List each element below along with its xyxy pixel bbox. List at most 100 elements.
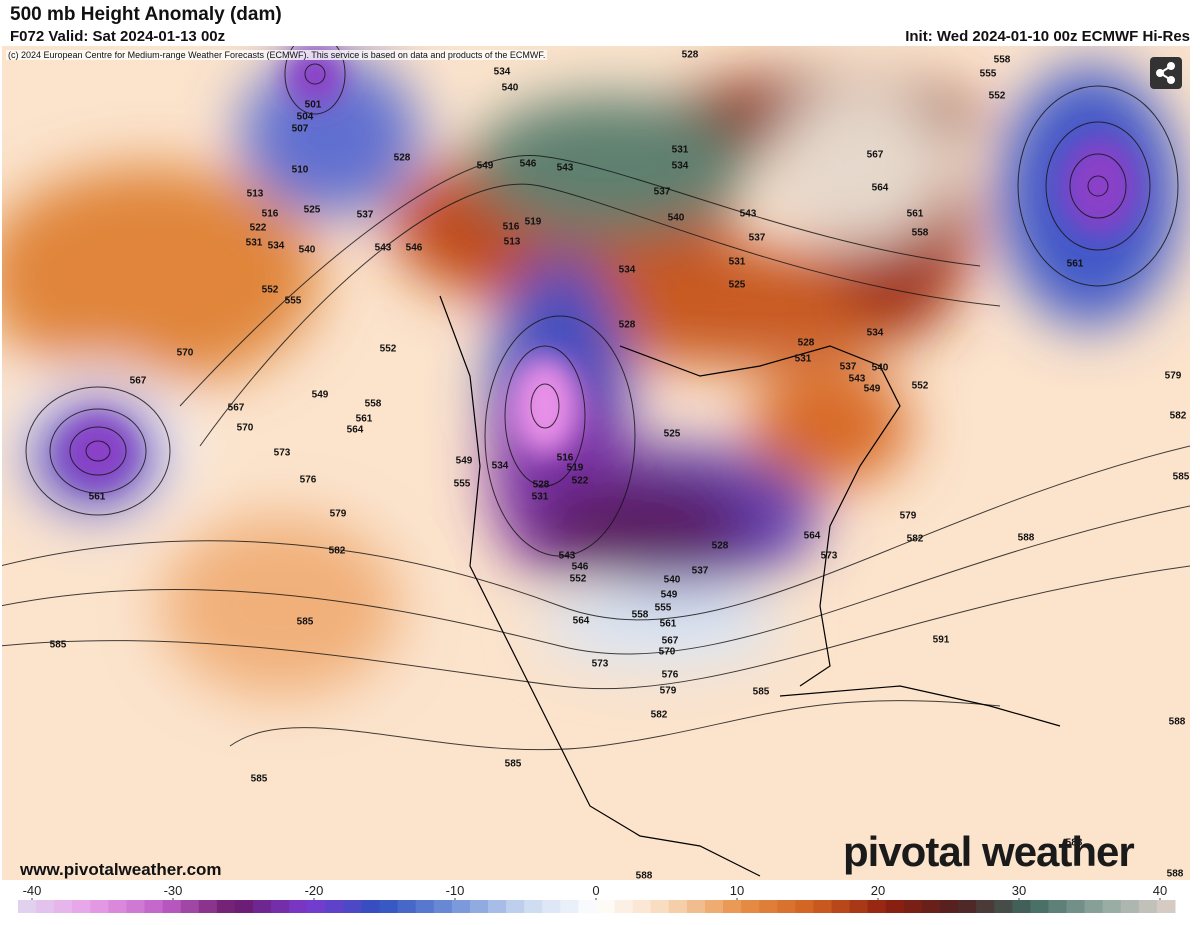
- contour-label: 525: [304, 205, 321, 216]
- colorbar-swatch: [1138, 900, 1158, 913]
- colorbar-swatch: [614, 900, 634, 913]
- contour-label: 591: [933, 635, 950, 646]
- contour-label: 528: [394, 153, 411, 164]
- colorbar-swatch: [271, 900, 290, 913]
- share-button[interactable]: [1150, 57, 1182, 89]
- colorbar-swatch: [903, 900, 923, 913]
- contour-label: 549: [661, 590, 678, 601]
- contour-label: 564: [804, 531, 821, 542]
- colorbar-swatch: [1120, 900, 1140, 913]
- contour-label: 576: [662, 670, 679, 681]
- contour-label: 567: [662, 636, 679, 647]
- colorbar-swatch: [144, 900, 164, 913]
- colorbar-swatch: [686, 900, 706, 913]
- colorbar-swatch: [650, 900, 670, 913]
- contour-label: 510: [292, 165, 309, 176]
- contour-label: 525: [729, 280, 746, 291]
- colorbar-swatch: [1030, 900, 1049, 913]
- contour-label: 531: [795, 354, 812, 365]
- contour-label: 540: [664, 575, 681, 586]
- contour-label: 585: [753, 687, 770, 698]
- contour-label: 546: [520, 159, 537, 170]
- contour-label: 570: [659, 647, 676, 658]
- init-time: Init: Wed 2024-01-10 00z ECMWF Hi-Res: [905, 28, 1190, 45]
- contour-label: 522: [572, 476, 589, 487]
- colorbar-swatch: [578, 900, 597, 913]
- colorbar-tick-label: 10: [730, 883, 744, 898]
- colorbar-swatch: [198, 900, 218, 913]
- contour-label: 537: [692, 566, 709, 577]
- colorbar-swatch: [1156, 900, 1176, 913]
- contour-label: 519: [525, 217, 542, 228]
- contour-label: 555: [454, 479, 471, 490]
- contour-label: 516: [503, 222, 520, 233]
- contour-label: 540: [502, 83, 519, 94]
- contour-label: 534: [494, 67, 511, 78]
- colorbar-swatch: [994, 900, 1013, 913]
- contour-label: 552: [912, 381, 929, 392]
- contour-label: 534: [867, 328, 884, 339]
- contour-label: 537: [357, 210, 374, 221]
- colorbar-tick-label: 20: [871, 883, 885, 898]
- contour-label: 537: [749, 233, 766, 244]
- contour-label: 582: [651, 710, 668, 721]
- contour-label: 528: [533, 480, 550, 491]
- contour-label: 561: [89, 492, 106, 503]
- colorbar-swatch: [1102, 900, 1122, 913]
- website: www.pivotalweather.com: [20, 860, 222, 879]
- colorbar-swatch: [108, 900, 127, 913]
- contour-label: 579: [660, 686, 677, 697]
- contour-label: 567: [228, 403, 245, 414]
- contour-label: 573: [592, 659, 609, 670]
- colorbar-swatch: [307, 900, 326, 913]
- contour-label: 582: [907, 534, 924, 545]
- colorbar-swatch: [849, 900, 869, 913]
- colorbar-tick-label: 0: [592, 883, 599, 898]
- contour-label: 564: [347, 425, 364, 436]
- colorbar-tick-label: -20: [305, 883, 324, 898]
- colorbar-swatch: [18, 900, 37, 913]
- colorbar-swatch: [524, 900, 543, 913]
- contour-label: 579: [1165, 371, 1182, 382]
- colorbar-swatch: [958, 900, 977, 913]
- colorbar-swatch: [126, 900, 146, 913]
- colorbar-swatch: [488, 900, 507, 913]
- colorbar-swatch: [253, 900, 272, 913]
- colorbar-swatch: [433, 900, 453, 913]
- contour-label: 507: [292, 124, 309, 135]
- colorbar-swatch: [90, 900, 109, 913]
- contour-label: 534: [619, 265, 636, 276]
- contour-label: 588: [1167, 869, 1184, 880]
- contour-label: 546: [572, 562, 589, 573]
- colorbar-swatch: [1048, 900, 1068, 913]
- contour-label: 537: [840, 362, 857, 373]
- colorbar-swatch: [795, 900, 814, 913]
- colorbar-swatch: [415, 900, 435, 913]
- contour-label: 528: [798, 338, 815, 349]
- colorbar-swatch: [976, 900, 995, 913]
- contour-label: 516: [262, 209, 279, 220]
- contour-label: 543: [375, 243, 392, 254]
- contour-label: 531: [246, 238, 263, 249]
- colorbar-swatch: [885, 900, 905, 913]
- contour-label: 588: [1169, 717, 1186, 728]
- contour-label: 537: [654, 187, 671, 198]
- colorbar-tick-label: -40: [23, 883, 42, 898]
- colorbar-swatch: [506, 900, 525, 913]
- contour-label: 516: [557, 453, 574, 464]
- watermark: pivotal weather: [843, 828, 1135, 875]
- contour-label: 576: [300, 475, 317, 486]
- share-icon: [1156, 62, 1175, 84]
- contour-label: 561: [356, 414, 373, 425]
- contour-label: 573: [274, 448, 291, 459]
- colorbar-swatch: [704, 900, 724, 913]
- colorbar-swatch: [361, 900, 381, 913]
- colorbar-swatch: [921, 900, 941, 913]
- contour-label: 552: [380, 344, 397, 355]
- colorbar-swatch: [867, 900, 887, 913]
- contour-label: 513: [504, 237, 521, 248]
- contour-label: 588: [1018, 533, 1035, 544]
- colorbar: -40 -30 -20 -10 0 10 20 30 40: [18, 883, 1176, 913]
- contour-label: 540: [872, 363, 889, 374]
